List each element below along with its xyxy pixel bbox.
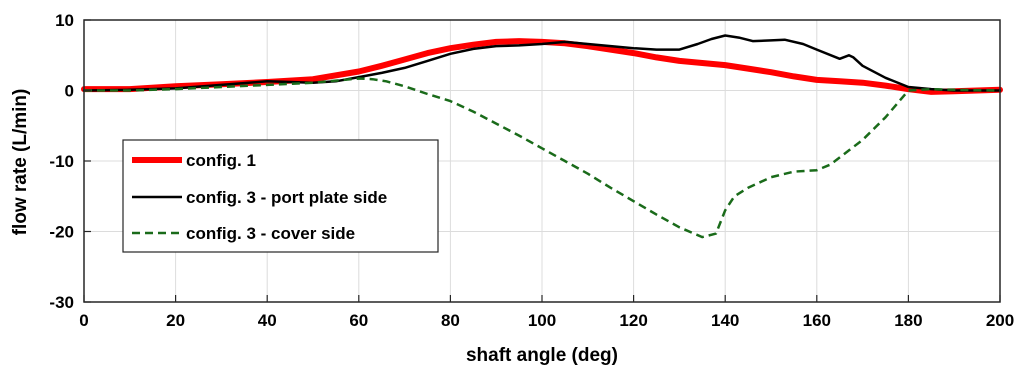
y-axis-title: flow rate (L/min)	[10, 89, 31, 236]
series-layer	[81, 34, 1003, 239]
series-line-config-3-cover	[84, 77, 1001, 239]
y-tick-label: -10	[49, 152, 74, 171]
y-tick-label: 0	[65, 82, 74, 101]
x-tick-label: 120	[619, 311, 647, 330]
x-tick-label: 0	[79, 311, 88, 330]
x-tick-label: 180	[894, 311, 922, 330]
x-axis-title: shaft angle (deg)	[466, 345, 618, 365]
legend-label-config-3-port: config. 3 - port plate side	[186, 188, 387, 207]
x-tick-label: 100	[528, 311, 556, 330]
x-tick-label: 140	[711, 311, 739, 330]
y-tick-label: -20	[49, 223, 74, 242]
legend: config. 1 config. 3 - port plate side co…	[122, 139, 439, 253]
x-tick-label: 40	[258, 311, 277, 330]
series-line-config-1	[81, 38, 1003, 95]
x-tick-label: 160	[803, 311, 831, 330]
x-tick-label: 60	[349, 311, 368, 330]
x-axis: 0 20 40 60 80 100 120 140 160 180 200	[79, 295, 1014, 330]
x-tick-label: 20	[166, 311, 185, 330]
legend-label-config-1: config. 1	[186, 151, 256, 170]
x-tick-label: 80	[441, 311, 460, 330]
y-axis: 10 0 -10 -20 -30	[49, 11, 91, 312]
x-tick-label: 200	[986, 311, 1014, 330]
y-tick-label: -30	[49, 293, 74, 312]
legend-label-config-3-cover: config. 3 - cover side	[186, 224, 355, 243]
y-tick-label: 10	[55, 11, 74, 30]
